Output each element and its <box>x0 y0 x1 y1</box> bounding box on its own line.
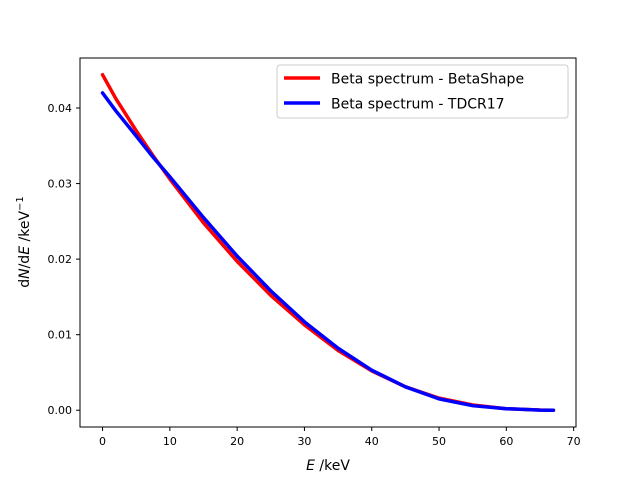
x-tick-label: 50 <box>432 435 446 448</box>
axes-frame <box>79 57 577 428</box>
x-tick-label: 20 <box>230 435 244 448</box>
series-line-tdcr17 <box>100 91 556 412</box>
legend: Beta spectrum - BetaShape Beta spectrum … <box>276 64 569 119</box>
y-tick-label: 0.00 <box>48 404 73 417</box>
x-tick-label: 70 <box>567 435 581 448</box>
x-tick-label: 60 <box>499 435 513 448</box>
x-tick-label: 0 <box>99 435 106 448</box>
y-tick-label: 0.02 <box>48 253 73 266</box>
ticks-layer: 0 10 20 30 40 50 60 70 0.00 0.01 0.02 0.03 0.04 <box>48 102 581 448</box>
y-tick-label: 0.01 <box>48 329 73 342</box>
legend-label-betashape: Beta spectrum - BetaShape <box>331 72 524 88</box>
x-tick-label: 40 <box>365 435 379 448</box>
legend-box <box>276 64 569 119</box>
legend-label-tdcr17: Beta spectrum - TDCR17 <box>331 97 505 113</box>
plot-layer <box>100 73 556 412</box>
y-tick-label: 0.04 <box>48 102 73 115</box>
y-tick-label: 0.03 <box>48 178 73 191</box>
x-tick-label: 10 <box>163 435 177 448</box>
x-tick-label: 30 <box>297 435 311 448</box>
x-axis-label: E /keV <box>306 458 350 474</box>
y-axis-label: dN/dE /keV−1 <box>15 196 33 288</box>
